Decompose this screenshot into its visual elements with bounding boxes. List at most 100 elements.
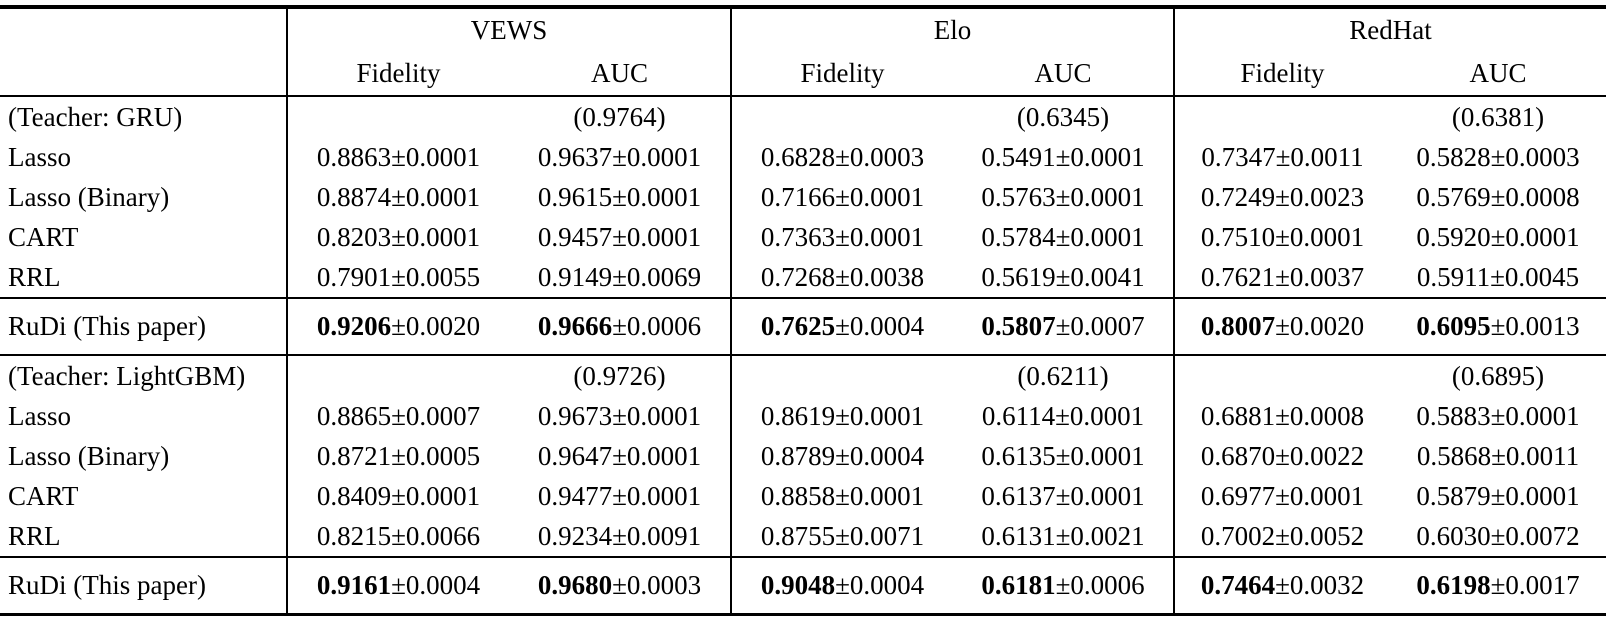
value-cell: 0.7621±0.0037 (1173, 257, 1390, 298)
table-row: CART 0.8409±0.0001 0.9477±0.0001 0.8858±… (0, 476, 1606, 516)
bold-value: 0.9048 (760, 570, 836, 600)
value-cell: 0.5784±0.0001 (981, 221, 1145, 252)
table-header: VEWS Elo RedHat Fidelity AUC Fidelity AU… (0, 7, 1606, 97)
teacher-auc-value: (0.6211) (1017, 360, 1109, 391)
method-label: RuDi (This paper) (0, 297, 287, 356)
method-label: Lasso (8, 400, 71, 431)
bold-value: 0.9206 (316, 311, 392, 341)
section-teacher-gru: (Teacher: GRU) (0.9764) (0.6345) (0.6381… (0, 96, 1606, 356)
value-cell: 0.6030±0.0072 (1416, 520, 1580, 551)
teacher-auc-value: (0.6381) (1451, 101, 1545, 132)
results-table: VEWS Elo RedHat Fidelity AUC Fidelity AU… (0, 5, 1606, 616)
column-header-fidelity: Fidelity (1173, 52, 1390, 97)
value-cell: 0.9477±0.0001 (537, 480, 702, 511)
bold-value: 0.7464 (1200, 570, 1276, 600)
value-cell: 0.6198±0.0017 (1390, 556, 1606, 616)
value-cell: 0.7002±0.0052 (1173, 516, 1390, 557)
value-cell: 0.6870±0.0022 (1173, 436, 1390, 476)
value-cell: 0.8721±0.0005 (286, 436, 509, 476)
value-cell: 0.5879±0.0001 (1416, 480, 1580, 511)
bold-value: 0.7625 (760, 311, 836, 341)
column-header-auc: AUC (509, 52, 731, 97)
value-cell: 0.6977±0.0001 (1173, 476, 1390, 516)
empty-cell (1173, 355, 1390, 396)
table-row: Lasso (Binary) 0.8874±0.0001 0.9615±0.00… (0, 177, 1606, 217)
value-cell: 0.5868±0.0011 (1416, 440, 1580, 471)
teacher-label: (Teacher: LightGBM) (8, 360, 246, 391)
value-cell: 0.5911±0.0045 (1416, 261, 1580, 292)
table-row: Lasso 0.8865±0.0007 0.9673±0.0001 0.8619… (0, 396, 1606, 436)
value-cell: 0.9234±0.0091 (537, 520, 702, 551)
bold-value: 0.9666 (537, 311, 613, 341)
value-cell: 0.5920±0.0001 (1416, 221, 1580, 252)
value-cell: 0.8755±0.0071 (730, 516, 953, 557)
stddev-value: ±0.0007 (1055, 311, 1145, 341)
column-group-elo: Elo (730, 7, 1174, 52)
stddev-value: ±0.0006 (1055, 570, 1145, 600)
stddev-value: ±0.0004 (391, 570, 481, 600)
stddev-value: ±0.0003 (612, 570, 702, 600)
value-cell: 0.8619±0.0001 (730, 396, 953, 436)
value-cell: 0.8789±0.0004 (730, 436, 953, 476)
bold-value: 0.6198 (1416, 570, 1491, 600)
method-label: Lasso (Binary) (8, 181, 170, 212)
stddev-value: ±0.0032 (1275, 570, 1365, 600)
value-cell: 0.5807±0.0007 (953, 297, 1174, 356)
header-subrow: Fidelity AUC Fidelity AUC Fidelity AUC (0, 52, 1606, 97)
value-cell: 0.5763±0.0001 (981, 181, 1145, 212)
column-header-fidelity: Fidelity (730, 52, 953, 97)
value-cell: 0.9149±0.0069 (537, 261, 702, 292)
value-cell: 0.9680±0.0003 (509, 556, 731, 616)
value-cell: 0.6181±0.0006 (953, 556, 1174, 616)
value-cell: 0.5769±0.0008 (1416, 181, 1580, 212)
value-cell: 0.7510±0.0001 (1173, 217, 1390, 257)
teacher-auc-value: (0.6345) (1016, 101, 1110, 132)
stddev-value: ±0.0020 (1275, 311, 1365, 341)
value-cell: 0.7249±0.0023 (1173, 177, 1390, 217)
value-cell: 0.7901±0.0055 (286, 257, 509, 298)
stddev-value: ±0.0013 (1490, 311, 1580, 341)
value-cell: 0.9673±0.0001 (537, 400, 702, 431)
teacher-row: (Teacher: GRU) (0.9764) (0.6345) (0.6381… (0, 96, 1606, 137)
stddev-value: ±0.0004 (835, 570, 925, 600)
value-cell: 0.7347±0.0011 (1173, 137, 1390, 177)
value-cell: 0.5883±0.0001 (1416, 400, 1580, 431)
value-cell: 0.6135±0.0001 (981, 440, 1145, 471)
teacher-label: (Teacher: GRU) (8, 101, 183, 132)
empty-cell (730, 96, 953, 137)
header-corner-cell (0, 7, 287, 52)
value-cell: 0.9637±0.0001 (537, 141, 702, 172)
column-header-fidelity: Fidelity (286, 52, 509, 97)
value-cell: 0.5828±0.0003 (1416, 141, 1580, 172)
column-header-auc: AUC (953, 52, 1174, 97)
value-cell: 0.6095±0.0013 (1390, 297, 1606, 356)
value-cell: 0.7268±0.0038 (730, 257, 953, 298)
teacher-auc-value: (0.6895) (1451, 360, 1545, 391)
method-label: CART (8, 221, 79, 252)
bold-value: 0.9161 (316, 570, 392, 600)
value-cell: 0.8863±0.0001 (286, 137, 509, 177)
value-cell: 0.9457±0.0001 (537, 221, 702, 252)
stddev-value: ±0.0006 (612, 311, 702, 341)
value-cell: 0.9048±0.0004 (730, 556, 953, 616)
stddev-value: ±0.0020 (391, 311, 481, 341)
header-corner-cell (0, 52, 287, 97)
value-cell: 0.6131±0.0021 (981, 520, 1145, 551)
value-cell: 0.9161±0.0004 (286, 556, 509, 616)
method-label: RuDi (This paper) (0, 556, 287, 616)
method-label: Lasso (8, 141, 71, 172)
value-cell: 0.8203±0.0001 (286, 217, 509, 257)
value-cell: 0.6828±0.0003 (730, 137, 953, 177)
method-label: RRL (8, 261, 61, 292)
bold-value: 0.6181 (981, 570, 1056, 600)
table-row: CART 0.8203±0.0001 0.9457±0.0001 0.7363±… (0, 217, 1606, 257)
stddev-value: ±0.0017 (1490, 570, 1580, 600)
bold-value: 0.6095 (1416, 311, 1491, 341)
bold-value: 0.8007 (1200, 311, 1276, 341)
table-row: Lasso (Binary) 0.8721±0.0005 0.9647±0.00… (0, 436, 1606, 476)
value-cell: 0.7625±0.0004 (730, 297, 953, 356)
empty-cell (1173, 96, 1390, 137)
teacher-auc-value: (0.9764) (573, 101, 666, 132)
empty-cell (286, 355, 509, 396)
value-cell: 0.8874±0.0001 (286, 177, 509, 217)
